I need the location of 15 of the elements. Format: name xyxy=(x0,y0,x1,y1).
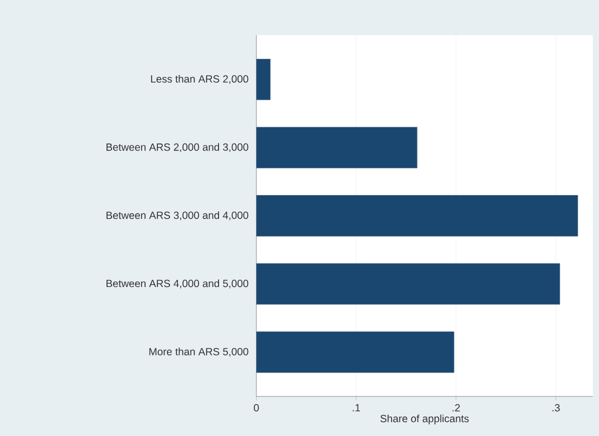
bar xyxy=(256,195,578,236)
y-tick-label: Between ARS 4,000 and 5,000 xyxy=(106,280,248,288)
bar xyxy=(256,58,271,100)
x-tick-label: .3 xyxy=(552,404,560,412)
y-tick-label: Between ARS 3,000 and 4,000 xyxy=(106,211,248,220)
y-tick-label: More than ARS 5,000 xyxy=(149,348,248,357)
y-tick-label: Between ARS 2,000 and 3,000 xyxy=(106,143,248,152)
x-axis-title: Share of applicants xyxy=(380,414,469,424)
bar xyxy=(256,331,454,373)
bar xyxy=(256,263,560,305)
y-tick-label: Less than ARS 2,000 xyxy=(151,74,248,84)
bar xyxy=(256,126,418,168)
x-tick-label: .1 xyxy=(352,404,360,412)
x-tick-label: 0 xyxy=(254,404,259,412)
x-tick-label: .2 xyxy=(452,404,460,412)
